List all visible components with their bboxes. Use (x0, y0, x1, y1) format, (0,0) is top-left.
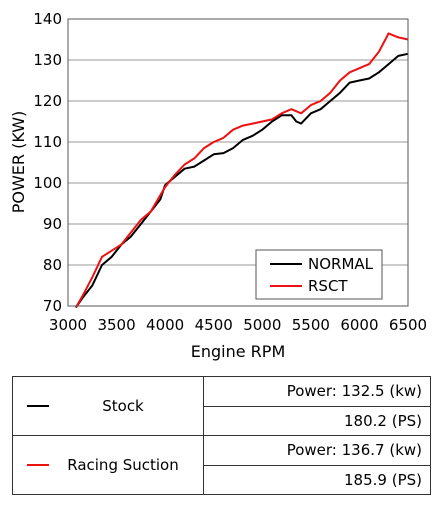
power-kw-value: Power: 132.5 (kw) (203, 376, 431, 407)
series-name-cell: Racing Suction (12, 435, 204, 495)
y-tick-label: 90 (43, 215, 62, 233)
x-tick-labels: 3000 3500 4000 4500 5000 5500 6000 6500 (49, 316, 427, 334)
y-axis-label: POWER (KW) (9, 111, 28, 214)
table-row: 185.9 (PS) (13, 464, 431, 495)
y-tick-label: 130 (33, 51, 62, 69)
legend-label-normal: NORMAL (308, 255, 374, 273)
plot-area-frame (67, 18, 409, 307)
power-chart: 70 80 90 100 110 120 130 140 3000 3500 4000 4500 50… (9, 10, 427, 361)
power-summary-table: Stock Power: 132.5 (kw) 180.2 (PS) Racin… (12, 376, 431, 495)
x-tick-label: 4500 (195, 316, 233, 334)
series-line-swatch (27, 405, 49, 407)
x-tick-label: 5500 (292, 316, 330, 334)
x-tick-label: 6000 (340, 316, 378, 334)
power-ps-value: 180.2 (PS) (203, 405, 431, 436)
y-tick-label: 70 (43, 297, 62, 315)
legend-label-rsct: RSCT (308, 277, 348, 295)
series-name-cell: Stock (12, 376, 204, 436)
grid-lines (68, 59, 408, 266)
power-ps-value: 185.9 (PS) (203, 464, 431, 495)
legend: NORMAL RSCT (255, 249, 383, 300)
legend-box (255, 249, 383, 300)
y-tick-label: 120 (33, 92, 62, 110)
table-row: Stock Power: 132.5 (kw) (12, 376, 431, 436)
power-kw-value: Power: 136.7 (kw) (203, 435, 431, 466)
x-tick-label: 6500 (389, 316, 427, 334)
series-name: Racing Suction (67, 456, 179, 474)
y-tick-label: 140 (33, 10, 62, 28)
series-line-swatch (27, 464, 49, 466)
y-tick-label: 110 (33, 133, 62, 151)
series-line-rsct (74, 32, 409, 309)
x-axis-label: Engine RPM (191, 342, 286, 361)
x-tick-label: 3500 (97, 316, 135, 334)
x-tick-label: 5000 (243, 316, 281, 334)
y-tick-labels: 70 80 90 100 110 120 130 140 (33, 10, 62, 315)
series-line-normal (74, 52, 409, 309)
x-tick-label: 4000 (146, 316, 184, 334)
table-row: Racing Suction Power: 136.7 (kw) (12, 435, 431, 495)
y-tick-label: 80 (43, 256, 62, 274)
series-name: Stock (102, 397, 144, 415)
series-layer (74, 32, 409, 309)
x-tick-label: 3000 (49, 316, 87, 334)
y-tick-label: 100 (33, 174, 62, 192)
